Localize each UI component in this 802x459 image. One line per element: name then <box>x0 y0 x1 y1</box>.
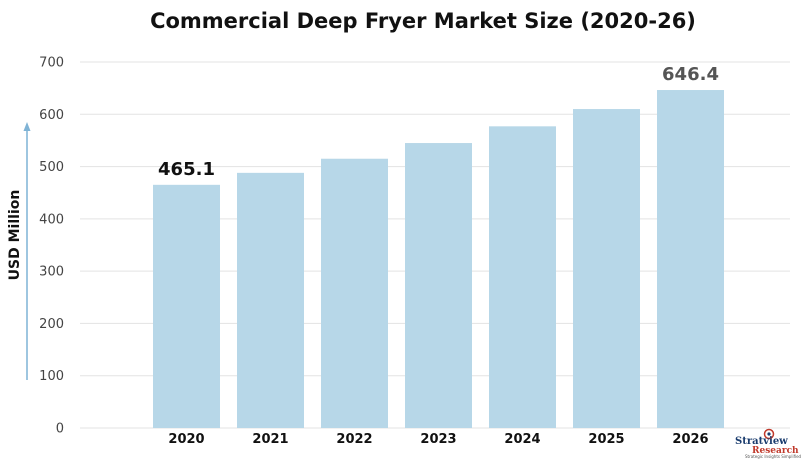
y-tick-label: 400 <box>39 212 64 227</box>
logo-mark-dot-icon <box>767 432 771 436</box>
y-tick-label: 300 <box>39 265 64 280</box>
data-label: 465.1 <box>158 159 215 180</box>
x-tick-label: 2025 <box>588 432 624 447</box>
y-tick-label: 500 <box>39 160 64 175</box>
x-tick-label: 2020 <box>168 432 204 447</box>
x-tick-labels: 2020 2021 2022 2023 2024 2025 2026 <box>168 432 708 447</box>
y-axis-arrowhead <box>23 122 31 131</box>
y-axis-label: USD Million <box>7 190 23 281</box>
bar <box>657 90 724 428</box>
logo-mark-icon <box>763 428 775 440</box>
y-tick-label: 0 <box>56 422 64 437</box>
bar <box>489 126 556 428</box>
y-tick-label: 600 <box>39 108 64 123</box>
bar <box>405 143 472 429</box>
y-tick-label: 100 <box>39 369 64 384</box>
bar <box>573 109 640 429</box>
y-tick-label: 700 <box>39 56 64 71</box>
data-label: 646.4 <box>662 64 719 85</box>
data-labels: 465.1 646.4 <box>158 64 719 180</box>
bars <box>153 90 724 429</box>
x-tick-label: 2021 <box>252 432 288 447</box>
x-tick-label: 2026 <box>672 432 708 447</box>
x-tick-label: 2022 <box>336 432 372 447</box>
bar <box>237 172 304 428</box>
logo-sub: Research <box>752 446 799 456</box>
logo-name: Stratview <box>735 436 788 447</box>
y-tick-labels: 0 100 200 300 400 500 600 700 <box>39 56 64 437</box>
x-tick-label: 2023 <box>420 432 456 447</box>
chart-title: Commercial Deep Fryer Market Size (2020-… <box>150 9 696 33</box>
x-tick-label: 2024 <box>504 432 540 447</box>
logo-tagline: Strategic Insights Simplified <box>745 454 802 459</box>
stratview-logo: Stratview Research Strategic Insights Si… <box>735 428 802 459</box>
bar <box>153 184 220 428</box>
bar <box>321 158 388 428</box>
y-tick-label: 200 <box>39 317 64 332</box>
